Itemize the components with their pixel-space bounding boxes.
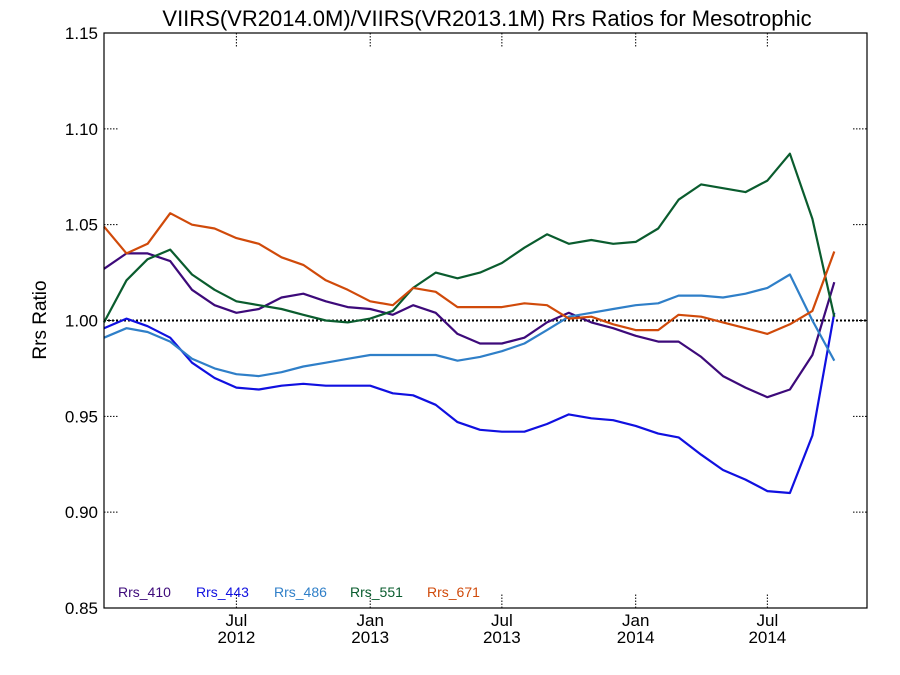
chart-title: VIIRS(VR2014.0M)/VIIRS(VR2013.1M) Rrs Ra… — [162, 6, 811, 31]
series-line-rrs-486 — [103, 273, 836, 378]
x-tick-label-month: Jul — [491, 611, 513, 630]
x-tick-label-year: 2014 — [617, 628, 655, 647]
series-line-rrs-410 — [103, 252, 836, 399]
y-tick-label: 1.15 — [65, 24, 98, 43]
x-tick-label-month: Jan — [357, 611, 384, 630]
series-line-rrs-551 — [103, 152, 836, 324]
legend-entry-rrs-443: Rrs_443 — [196, 584, 249, 600]
y-tick-label: 1.00 — [65, 312, 98, 331]
y-tick-label: 1.05 — [65, 216, 98, 235]
x-tick-label-year: 2012 — [217, 628, 255, 647]
legend-entry-rrs-671: Rrs_671 — [427, 584, 480, 600]
y-axis-label: Rrs Ratio — [30, 280, 51, 359]
x-tick-label-year: 2013 — [483, 628, 521, 647]
series-lines — [103, 152, 836, 495]
x-tick-label-month: Jul — [756, 611, 778, 630]
x-tick-label-year: 2014 — [748, 628, 786, 647]
legend-entry-rrs-486: Rrs_486 — [274, 584, 327, 600]
series-line-rrs-671 — [103, 212, 836, 335]
x-tick-label-year: 2013 — [351, 628, 389, 647]
y-tick-label: 0.90 — [65, 503, 98, 522]
y-tick-label: 1.10 — [65, 120, 98, 139]
legend-entry-rrs-410: Rrs_410 — [118, 584, 171, 600]
x-tick-label-month: Jul — [226, 611, 248, 630]
y-tick-label: 0.95 — [65, 407, 98, 426]
series-line-rrs-443 — [103, 312, 836, 495]
legend-entry-rrs-551: Rrs_551 — [350, 584, 403, 600]
y-tick-label: 0.85 — [65, 599, 98, 618]
x-tick-label-month: Jan — [622, 611, 649, 630]
axis-ticks: 0.850.900.951.001.051.101.15Jul2012Jan20… — [65, 24, 867, 647]
legend: Rrs_410 Rrs_443 Rrs_486 Rrs_551 Rrs_671 — [118, 584, 480, 600]
